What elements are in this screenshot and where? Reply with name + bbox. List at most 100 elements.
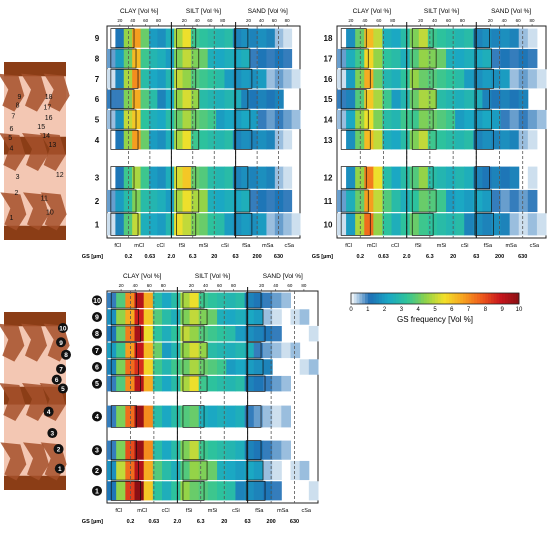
colorbar-label: GS frequency [Vol %] — [397, 315, 473, 324]
heatmap-cell — [199, 166, 209, 189]
class-outline — [110, 28, 135, 49]
heatmap-cell — [216, 69, 225, 89]
heatmap-cell — [258, 213, 267, 236]
heatmap-cell — [116, 375, 126, 392]
sample-marker-label: 5 — [8, 135, 12, 142]
heatmap-cell — [140, 130, 150, 150]
heatmap-cell — [157, 166, 167, 189]
heatmap-cell — [165, 213, 175, 236]
heatmap-cell — [272, 481, 282, 501]
colorbar-tick-label: 5 — [433, 307, 437, 313]
heatmap-cell — [249, 69, 259, 89]
group-label: CLAY [Vol %] — [123, 273, 162, 280]
class-outline — [411, 48, 437, 69]
heatmap-cell — [281, 292, 291, 309]
heatmap-cell — [199, 48, 209, 69]
heatmap-cell — [174, 48, 184, 69]
heatmap-cell — [171, 460, 181, 481]
heatmap-cell — [436, 213, 447, 236]
row-label-marker — [92, 312, 102, 322]
heatmap-cell — [409, 166, 420, 189]
heatmap-cell — [182, 213, 192, 236]
heatmap-cell — [116, 460, 126, 481]
row-label: 17 — [324, 55, 333, 64]
class-label: cCl — [391, 243, 399, 249]
heatmap-cell — [364, 48, 374, 69]
heatmap-cell — [207, 359, 218, 375]
heatmap-cell — [400, 166, 411, 189]
gs-tick-label: 2.0 — [168, 254, 176, 260]
top-tick-label: 60 — [287, 283, 293, 288]
heatmap-cell — [165, 89, 175, 109]
heatmap-cell — [190, 69, 200, 89]
heatmap-cell — [291, 109, 301, 130]
colorbar-segment — [460, 293, 464, 304]
row-label: 9 — [95, 34, 100, 43]
heatmap-cell — [224, 28, 234, 48]
heatmap-cell — [262, 292, 273, 309]
heatmap-cell — [382, 109, 393, 130]
row-label: 5 — [95, 116, 100, 125]
heatmap-cell — [473, 213, 483, 236]
heatmap-cell — [258, 109, 267, 130]
class-outline — [176, 48, 200, 69]
colorbar-segment — [426, 293, 430, 304]
heatmap-cell — [180, 309, 191, 325]
heatmap-cell — [224, 166, 234, 189]
heatmap-cell — [232, 213, 242, 236]
gs-tick-label: 6.3 — [189, 254, 197, 260]
heatmap-cell — [364, 130, 374, 150]
heatmap-cell — [272, 405, 282, 428]
soil-band — [4, 225, 66, 240]
heatmap-cell — [198, 375, 209, 392]
heatmap-cell — [190, 189, 200, 213]
heatmap-cell — [198, 359, 209, 375]
heatmap-cell — [116, 359, 126, 375]
colorbar-segment — [482, 293, 486, 304]
heatmap-cell — [207, 309, 218, 325]
heatmap-cell — [143, 481, 154, 501]
heatmap-cell — [272, 440, 282, 460]
heatmap-cell — [182, 69, 192, 89]
heatmap-cell — [226, 359, 236, 375]
class-outline — [411, 189, 437, 213]
heatmap-cell — [140, 69, 150, 89]
heatmap-cell — [308, 481, 319, 501]
class-outline — [340, 109, 369, 130]
heatmap-cell — [241, 130, 251, 150]
gs-axis-label: GS [µm] — [312, 254, 333, 260]
heatmap-cell — [162, 405, 172, 428]
soil-aggregate — [39, 133, 66, 171]
heatmap-cell — [346, 69, 356, 89]
heatmap-cell — [427, 48, 438, 69]
class-outline — [245, 292, 262, 309]
heatmap-cell — [107, 292, 117, 309]
heatmap-cell — [180, 342, 191, 359]
heatmap-cell — [464, 109, 474, 130]
class-outline — [234, 189, 251, 213]
class-label: fCl — [115, 508, 122, 514]
class-label: fSa — [484, 243, 493, 249]
row-label: 13 — [324, 136, 333, 145]
class-outline — [110, 89, 135, 110]
heatmap-cell — [346, 28, 356, 48]
gs-tick-label: 0.63 — [145, 254, 156, 260]
heatmap-cell — [455, 28, 465, 48]
soil-aggregate — [21, 323, 47, 362]
gs-tick-label: 20 — [211, 254, 217, 260]
heatmap-cell — [400, 109, 411, 130]
class-outline — [245, 358, 264, 376]
heatmap-cell — [217, 460, 227, 481]
row-label: 11 — [324, 197, 333, 206]
heatmap-cell — [346, 48, 356, 69]
heatmap-cell — [446, 48, 456, 69]
heatmap-cell — [391, 89, 402, 109]
heatmap-cell — [207, 292, 218, 309]
heatmap-cell — [217, 309, 227, 325]
heatmap-cell — [134, 292, 145, 309]
heatmap-cell — [364, 189, 374, 213]
heatmap-cell — [224, 130, 234, 150]
heatmap-cell — [107, 109, 116, 130]
